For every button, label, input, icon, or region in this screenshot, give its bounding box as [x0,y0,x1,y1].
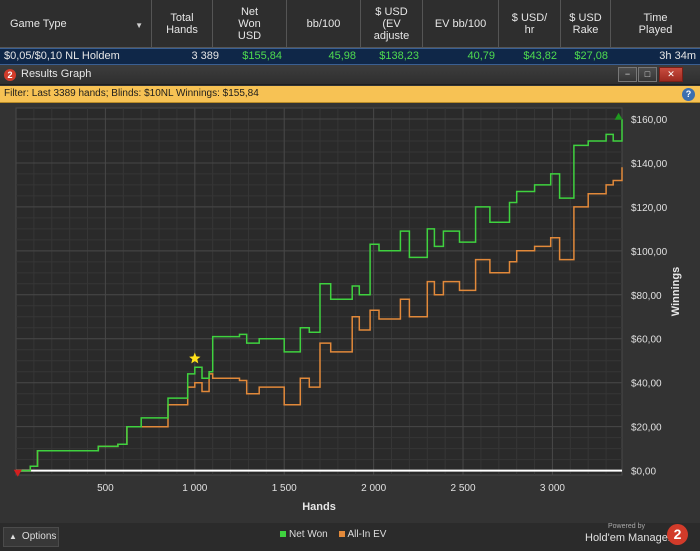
high-point-triangle-icon [614,112,623,120]
window-titlebar[interactable]: 2 Results Graph − □ ✕ [0,65,700,85]
x-tick-label: 3 000 [540,483,565,494]
chart-legend: Net Won All-In EV [280,529,394,540]
y-tick-label: $40,00 [631,379,662,390]
column-header-label: Time Played [638,12,673,36]
legend-label: Net Won [289,529,328,540]
series-layer [16,119,623,472]
column-header-time-played[interactable]: Time Played [611,0,700,48]
stats-table-header: Game Type ▼ Total Hands Net Won USD bb/1… [0,0,700,48]
table-row[interactable]: $0,05/$0,10 NL Holdem 3 389 $155,84 45,9… [0,48,700,65]
column-header-label: $ USD/ hr [511,12,548,36]
hm2-logo-icon: 2 [667,524,688,545]
column-header-game-type[interactable]: Game Type ▼ [0,0,152,48]
x-axis-label: Hands [302,501,336,513]
column-header-label: bb/100 [306,18,341,30]
column-header-bb100[interactable]: bb/100 [287,0,361,48]
legend-swatch [280,531,286,538]
x-tick-label: 2 500 [451,483,476,494]
results-chart[interactable]: 500 1 000 1 500 2 000 2 500 3 000 $0,00 $20,00 $… [0,104,700,523]
marker-layer [13,112,623,477]
cell-time-played: 3h 34m [659,50,696,62]
y-tick-label: $20,00 [631,423,662,434]
maximize-button[interactable]: □ [638,67,657,82]
chevron-up-icon: ▲ [9,532,17,541]
column-header-label: Game Type [10,18,67,30]
column-header-label: Total Hands [166,12,198,36]
graph-footer: ▲ Options Net Won All-In EV Powered by Ho… [0,523,700,551]
column-header-total-hands[interactable]: Total Hands [152,0,213,48]
column-header-label: EV bb/100 [434,18,487,30]
plot-area [15,107,623,476]
x-tick-label: 500 [97,483,114,494]
close-button[interactable]: ✕ [659,67,683,82]
hm2-logo-icon: 2 [4,69,16,81]
y-tick-label: $160,00 [631,115,668,126]
legend-item-net-won[interactable]: Net Won [280,529,328,540]
filter-bar[interactable]: Filter: Last 3389 hands; Blinds: $10NL W… [0,86,700,103]
x-tick-label: 1 500 [272,483,297,494]
cell-ev-adjusted: $138,23 [379,50,419,62]
y-tick-label: $140,00 [631,159,668,170]
column-header-ev-adjusted[interactable]: $ USD (EV adjuste [361,0,423,48]
legend-item-all-in-ev[interactable]: All-In EV [338,529,387,540]
column-header-label: Net Won USD [237,6,262,42]
legend-label: All-In EV [347,529,387,540]
powered-by-text: Powered by [608,523,645,530]
minimize-button[interactable]: − [618,67,637,82]
cell-ev-bb100: 40,79 [467,50,495,62]
column-header-ev-bb100[interactable]: EV bb/100 [423,0,499,48]
star-marker-icon [189,352,201,364]
series-net-won [16,119,623,472]
help-icon[interactable]: ? [682,88,695,101]
y-axis-label: Winnings [670,267,682,316]
cell-usd-hr: $43,82 [523,50,557,62]
filter-text: Filter: Last 3389 hands; Blinds: $10NL W… [4,88,259,99]
results-graph-panel: 2 Results Graph − □ ✕ Filter: Last 3389 … [0,65,700,551]
x-tick-label: 2 000 [361,483,386,494]
column-header-net-won[interactable]: Net Won USD [213,0,287,48]
column-header-usd-hr[interactable]: $ USD/ hr [499,0,561,48]
y-tick-label: $80,00 [631,291,662,302]
cell-net-won: $155,84 [242,50,282,62]
cell-game-type: $0,05/$0,10 NL Holdem [4,50,120,62]
y-tick-label: $120,00 [631,203,668,214]
window-title: Results Graph [21,68,92,80]
low-point-triangle-icon [13,469,22,477]
y-tick-label: $60,00 [631,335,662,346]
tick-label-layer: 500 1 000 1 500 2 000 2 500 3 000 $0,00 $20,00 $… [97,115,668,494]
options-button[interactable]: ▲ Options [3,527,59,547]
cell-bb100: 45,98 [328,50,356,62]
x-tick-label: 1 000 [182,483,207,494]
chevron-down-icon[interactable]: ▼ [135,21,143,30]
legend-swatch [338,531,345,538]
cell-total-hands: 3 389 [191,50,219,62]
y-tick-label: $0,00 [631,467,656,478]
brand-name: Hold'em Manager [585,532,672,544]
column-header-label: $ USD Rake [569,12,602,36]
cell-rake: $27,08 [574,50,608,62]
column-header-rake[interactable]: $ USD Rake [561,0,611,48]
y-tick-label: $100,00 [631,247,668,258]
options-label: Options [21,531,57,542]
column-header-label: $ USD (EV adjuste [373,6,410,42]
